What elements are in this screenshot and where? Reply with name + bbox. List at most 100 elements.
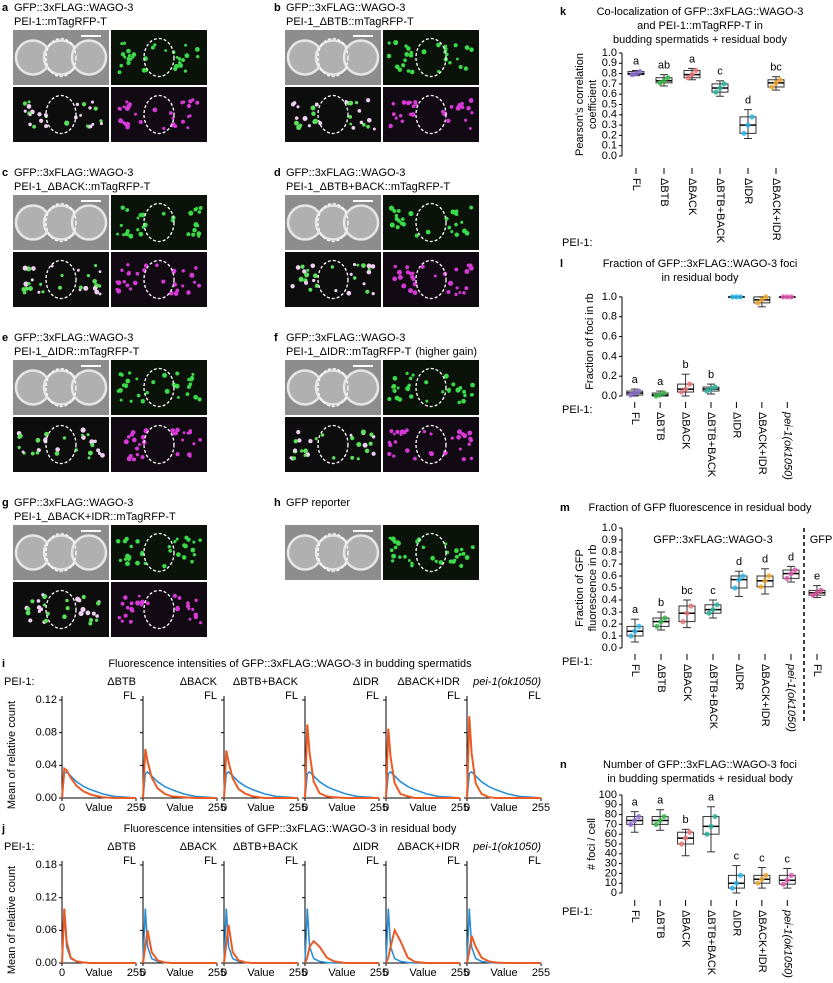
focus: [408, 376, 413, 381]
focus: [464, 286, 469, 291]
focus: [143, 561, 147, 566]
focus: [125, 553, 130, 559]
focus: [162, 563, 167, 569]
focus: [133, 112, 138, 116]
dot-accent: [708, 823, 714, 829]
focus: [459, 563, 464, 568]
dot-accent: [636, 623, 642, 630]
dot-accent: [704, 831, 710, 837]
focus: [118, 372, 123, 377]
significance-letter: a: [633, 55, 640, 67]
x-tick-label: ΔBTB+BACK: [707, 664, 719, 730]
cell: [70, 534, 108, 571]
focus: [470, 111, 474, 115]
focus: [120, 268, 124, 272]
y-tick-label: 90: [605, 799, 617, 811]
focus: [411, 104, 416, 109]
focus: [450, 436, 454, 440]
focus: [464, 45, 470, 50]
focus: [193, 614, 199, 620]
focus: [458, 447, 462, 451]
focus: [135, 271, 140, 276]
focus: [354, 101, 359, 105]
y-tick-label: 60: [605, 828, 617, 840]
y-tick-label: 80: [605, 809, 617, 821]
legend-label: FL: [366, 855, 379, 867]
focus: [120, 601, 125, 606]
rb-outline: [415, 94, 447, 135]
image-bg: [111, 417, 207, 472]
focus: [344, 100, 349, 104]
focus: [125, 561, 130, 567]
focus: [123, 557, 128, 561]
focus: [188, 114, 192, 118]
focus: [186, 126, 190, 130]
focus: [88, 621, 93, 626]
focus: [96, 601, 101, 606]
focus: [125, 283, 130, 288]
y-tick-label: 100: [599, 789, 617, 801]
legend-label: ΔIDR: [353, 676, 379, 688]
curve: [61, 908, 136, 964]
focus: [86, 433, 90, 437]
focus: [401, 100, 407, 105]
rb-outline: [143, 202, 175, 243]
focus: [188, 210, 194, 216]
row-label: PEI-1:: [562, 237, 593, 249]
focus: [123, 383, 129, 388]
focus: [314, 283, 319, 288]
focus: [128, 233, 134, 239]
x-tick-label: ΔBACK: [680, 412, 692, 450]
focus: [185, 392, 190, 397]
focus: [464, 555, 470, 560]
box: [702, 816, 720, 835]
focus: [81, 102, 87, 107]
focus: [167, 544, 172, 549]
micrograph: [383, 30, 479, 85]
focus: [396, 269, 403, 275]
rb-outline: [45, 94, 77, 135]
x-tick-label: 0: [59, 967, 65, 979]
focus: [187, 377, 191, 382]
dot-accent: [732, 585, 738, 591]
focus: [197, 210, 202, 214]
focus: [460, 220, 464, 224]
dot-accent: [682, 835, 689, 841]
focus: [65, 606, 70, 611]
y-tick-label: 0.12: [36, 892, 57, 904]
focus: [145, 390, 149, 395]
chart-title: and PEI-1::mTagRFP-T in: [637, 20, 763, 32]
focus: [330, 265, 335, 269]
focus: [184, 535, 189, 540]
y-tick-label: 0.2: [602, 618, 617, 630]
focus: [128, 287, 133, 291]
x-tick-label: 0: [140, 967, 146, 979]
cell: [70, 39, 108, 76]
significance-letter: d: [788, 551, 794, 563]
chart-title: Fluorescence intensities of GFP::3xFLAG:…: [108, 658, 472, 670]
focus: [394, 116, 398, 120]
y-axis-label: Fraction of foci in rb: [584, 293, 596, 390]
micrograph: [13, 417, 109, 472]
dot-accent: [628, 821, 634, 828]
rb-outline: [415, 37, 447, 78]
panel-caption: GFP::3xFLAG::WAGO-3: [14, 167, 133, 179]
dot-accent: [745, 122, 751, 128]
dot-accent: [665, 75, 671, 81]
focus: [134, 446, 140, 451]
focus: [450, 230, 454, 234]
focus: [120, 42, 124, 46]
row-label: PEI-1:: [562, 656, 593, 668]
focus: [413, 100, 418, 105]
focus: [293, 448, 298, 453]
focus: [311, 111, 316, 116]
panel-label: m: [560, 502, 570, 514]
significance-letter: a: [689, 53, 696, 65]
micrograph: [111, 87, 207, 142]
focus: [87, 450, 93, 456]
focus: [126, 263, 130, 267]
focus: [304, 280, 309, 285]
focus: [55, 447, 60, 452]
micrograph: [383, 195, 479, 250]
focus: [408, 288, 413, 294]
